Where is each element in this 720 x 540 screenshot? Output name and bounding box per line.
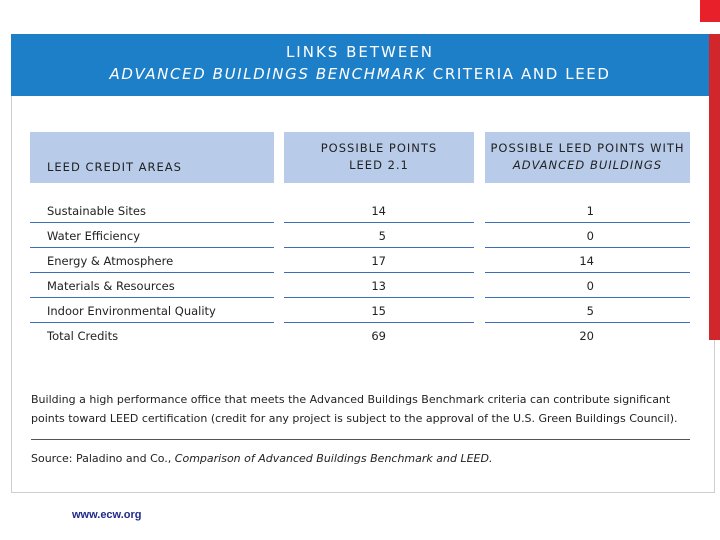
row-leed-points: 5: [378, 229, 386, 243]
row-area: Sustainable Sites: [47, 204, 146, 218]
table-row-total: Total Credits 69 20: [30, 323, 690, 348]
row-rule: [284, 322, 474, 323]
row-rule: [284, 272, 474, 273]
title-banner: LINKS BETWEEN ADVANCED BUILDINGS BENCHMA…: [11, 34, 709, 96]
red-corner-accent: [700, 0, 720, 22]
header-col1-label: LEED CREDIT AREAS: [47, 160, 182, 174]
footnote-text: Building a high performance office that …: [31, 393, 678, 425]
row-leed-points: 17: [371, 254, 386, 268]
row-rule: [485, 222, 690, 223]
header-col2-line2: LEED 2.1: [349, 158, 409, 172]
row-leed-points: 69: [371, 329, 386, 343]
row-advanced-points: 5: [586, 304, 594, 318]
table-row: Sustainable Sites 14 1: [30, 198, 690, 223]
row-rule: [284, 222, 474, 223]
row-rule: [30, 272, 274, 273]
row-area: Total Credits: [47, 329, 119, 343]
table-row: Energy & Atmosphere 17 14: [30, 248, 690, 273]
title-rest: CRITERIA AND LEED: [426, 65, 611, 83]
header-col3-line2: ADVANCED BUILDINGS: [512, 158, 663, 172]
divider: [31, 439, 690, 440]
source-citation: Source: Paladino and Co., Comparison of …: [31, 452, 492, 465]
header-col2-line1: POSSIBLE POINTS: [320, 141, 438, 155]
header-possible-points: POSSIBLE POINTS LEED 2.1: [284, 132, 474, 183]
table-row: Water Efficiency 5 0: [30, 223, 690, 248]
row-rule: [30, 222, 274, 223]
title-line-2: ADVANCED BUILDINGS BENCHMARK CRITERIA AN…: [11, 65, 709, 83]
row-area: Materials & Resources: [47, 279, 175, 293]
row-area: Energy & Atmosphere: [47, 254, 174, 268]
row-leed-points: 15: [371, 304, 386, 318]
row-rule: [485, 297, 690, 298]
row-area: Water Efficiency: [47, 229, 141, 243]
row-advanced-points: 20: [579, 329, 594, 343]
row-rule: [485, 322, 690, 323]
row-rule: [284, 297, 474, 298]
row-rule: [485, 272, 690, 273]
row-rule: [30, 247, 274, 248]
row-advanced-points: 14: [579, 254, 594, 268]
title-line-1: LINKS BETWEEN: [285, 43, 435, 61]
footer-url[interactable]: www.ecw.org: [72, 509, 142, 521]
red-side-bar: [709, 34, 720, 340]
row-advanced-points: 1: [586, 204, 594, 218]
title-italic: ADVANCED BUILDINGS BENCHMARK: [109, 65, 427, 83]
row-leed-points: 13: [371, 279, 386, 293]
row-rule: [30, 297, 274, 298]
header-col3-line1: POSSIBLE LEED POINTS WITH: [490, 141, 685, 155]
row-rule: [30, 322, 274, 323]
header-advanced-points: POSSIBLE LEED POINTS WITH ADVANCED BUILD…: [485, 132, 690, 183]
row-advanced-points: 0: [586, 279, 594, 293]
row-leed-points: 14: [371, 204, 386, 218]
table-row: Materials & Resources 13 0: [30, 273, 690, 298]
row-area: Indoor Environmental Quality: [47, 304, 216, 318]
source-prefix: Source: Paladino and Co.,: [31, 452, 175, 465]
row-rule: [284, 247, 474, 248]
header-leed-credit-areas: LEED CREDIT AREAS: [30, 132, 274, 183]
source-title: Comparison of Advanced Buildings Benchma…: [174, 452, 493, 465]
table-row: Indoor Environmental Quality 15 5: [30, 298, 690, 323]
row-rule: [485, 247, 690, 248]
row-advanced-points: 0: [586, 229, 594, 243]
slide-frame: [11, 34, 715, 493]
